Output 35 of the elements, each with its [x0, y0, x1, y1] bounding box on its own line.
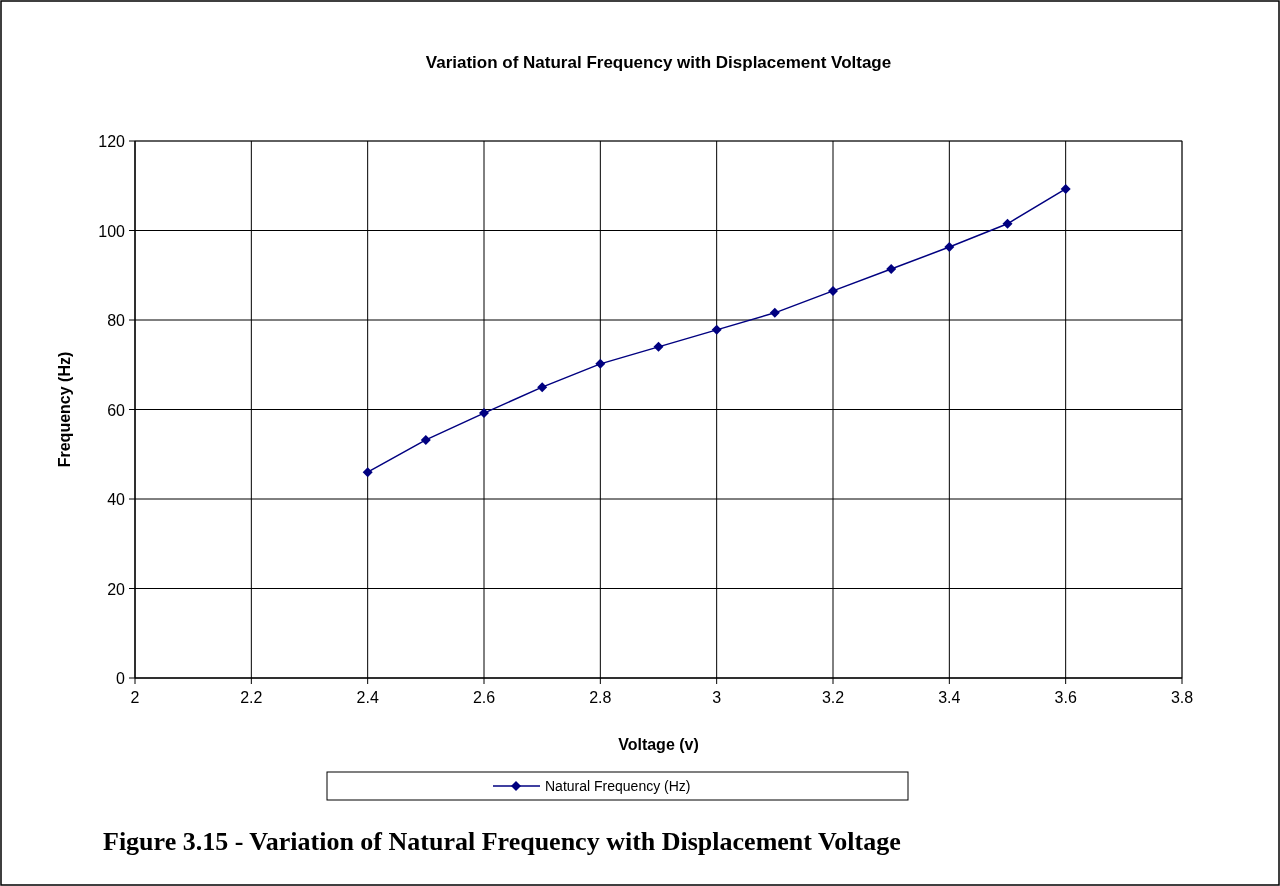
- x-tick-label: 3: [712, 689, 722, 706]
- point: [595, 358, 606, 369]
- chart-title: Variation of Natural Frequency with Displacement Voltage: [425, 53, 892, 72]
- x-tick-label: 2.8: [589, 689, 612, 706]
- y-tick-label: 20: [107, 580, 126, 598]
- point: [711, 324, 722, 335]
- x-tick-label: 2.2: [240, 689, 263, 706]
- y-tick-label: 100: [98, 222, 126, 240]
- point: [420, 434, 431, 445]
- point: [537, 382, 548, 393]
- x-tick-label: 3.2: [821, 689, 845, 706]
- y-tick-label: 80: [107, 312, 126, 329]
- point: [479, 408, 489, 419]
- x-axis-title: Voltage (v): [618, 736, 699, 753]
- point: [886, 263, 897, 274]
- point: [653, 341, 664, 352]
- x-tick-label: 3.6: [1054, 689, 1077, 706]
- point: [828, 285, 838, 296]
- caption: Figure 3.15 - Variation of Natural Frequency with Displacement Voltage: [103, 827, 901, 856]
- y-tick-label: 0: [116, 670, 126, 687]
- y-tick-label: 120: [98, 133, 126, 150]
- point: [769, 307, 780, 318]
- x-tick-label: 2.6: [472, 689, 496, 706]
- point: [1002, 218, 1013, 229]
- y-tick-label: 40: [107, 491, 126, 508]
- x-tick-label: 2: [130, 689, 140, 706]
- x-tick-label: 3.8: [1170, 689, 1194, 706]
- point: [1060, 183, 1071, 194]
- legend-label: Natural Frequency (Hz): [545, 778, 691, 794]
- y-tick-label: 60: [107, 401, 126, 419]
- x-tick-label: 3.4: [938, 689, 961, 706]
- x-tick-label: 2.4: [356, 689, 379, 706]
- point: [362, 467, 373, 478]
- y-axis-title: Frequency (Hz): [56, 351, 73, 468]
- point: [944, 242, 955, 253]
